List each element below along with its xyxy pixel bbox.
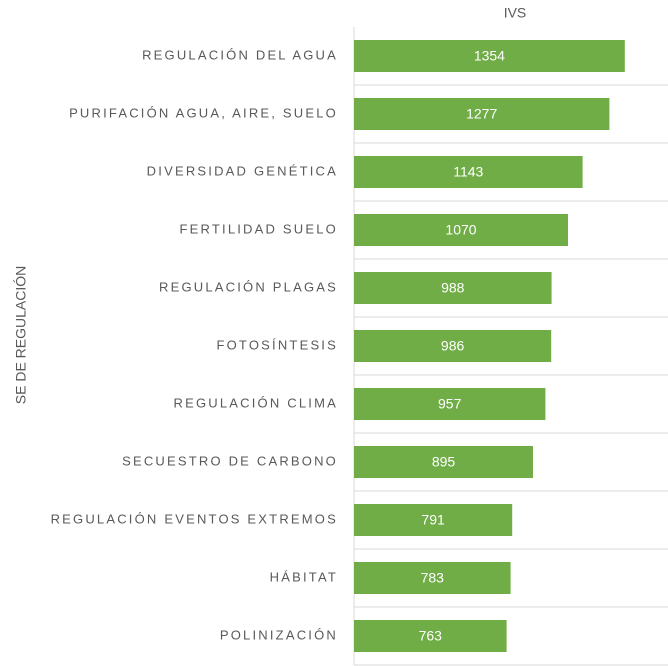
value-label: 1143 bbox=[453, 164, 483, 180]
value-label: 957 bbox=[438, 396, 462, 412]
y-tick-label: FERTILIDAD SUELO bbox=[180, 221, 339, 236]
bar bbox=[354, 562, 511, 594]
y-tick-label: PURIFACIÓN AGUA, AIRE, SUELO bbox=[69, 105, 338, 120]
bar bbox=[354, 620, 507, 652]
bar bbox=[354, 330, 552, 362]
value-label: 791 bbox=[421, 512, 445, 528]
y-tick-label: DIVERSIDAD GENÉTICA bbox=[147, 163, 338, 178]
y-tick-label: SECUESTRO DE CARBONO bbox=[122, 453, 338, 468]
y-tick-label: HÁBITAT bbox=[270, 569, 338, 584]
value-label: 1277 bbox=[466, 106, 497, 122]
bar bbox=[354, 40, 625, 72]
y-tick-label: REGULACIÓN CLIMA bbox=[173, 395, 338, 410]
y-tick-label: POLINIZACIÓN bbox=[220, 627, 338, 642]
value-label: 783 bbox=[421, 570, 445, 586]
value-label: 988 bbox=[441, 280, 465, 296]
value-label: 986 bbox=[441, 338, 465, 354]
bar bbox=[354, 98, 610, 130]
bar bbox=[354, 272, 552, 304]
bar bbox=[354, 156, 583, 188]
value-label: 895 bbox=[432, 454, 456, 470]
bar bbox=[354, 504, 513, 536]
chart-title: IVS bbox=[504, 5, 527, 21]
value-label: 1070 bbox=[445, 222, 476, 238]
y-tick-label: REGULACIÓN EVENTOS EXTREMOS bbox=[51, 511, 338, 526]
y-tick-label: FOTOSÍNTESIS bbox=[216, 337, 338, 352]
y-tick-label: REGULACIÓN DEL AGUA bbox=[142, 47, 338, 62]
value-label: 1354 bbox=[474, 48, 505, 64]
y-axis-label: SE DE REGULACIÓN bbox=[13, 266, 29, 404]
y-tick-label: REGULACIÓN PLAGAS bbox=[159, 279, 338, 294]
bar bbox=[354, 388, 546, 420]
bar bbox=[354, 446, 533, 478]
bar bbox=[354, 214, 568, 246]
value-label: 763 bbox=[419, 628, 443, 644]
